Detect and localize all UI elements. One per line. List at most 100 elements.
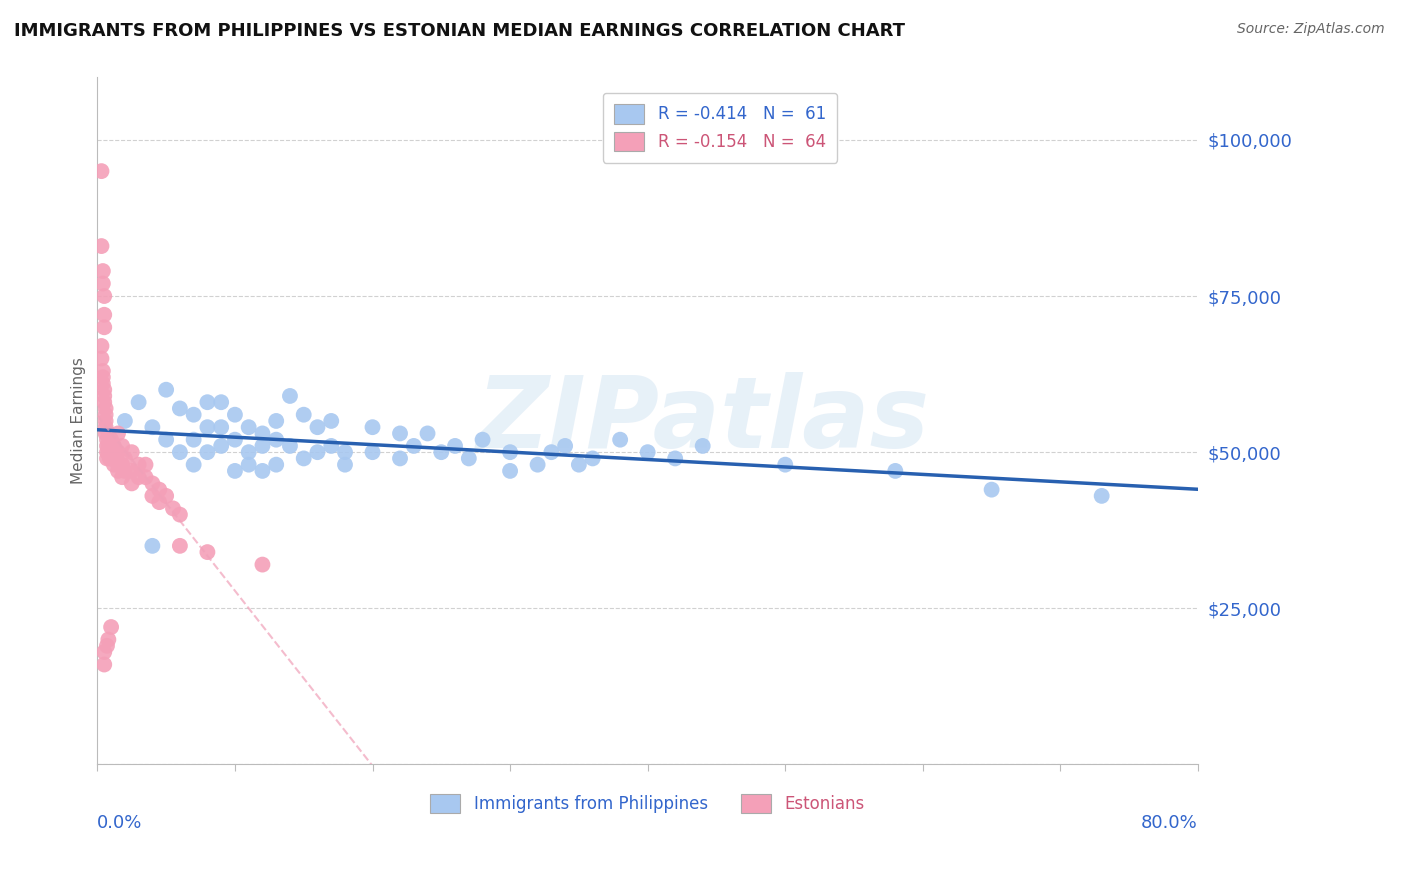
Point [141,476,163,491]
Point [278,389,301,403]
Legend: Immigrants from Philippines, Estonians: Immigrants from Philippines, Estonians [419,782,876,825]
Point [107,426,129,441]
Point [540,445,562,459]
Point [264,458,287,472]
Point [111,470,134,484]
Point [94,408,117,422]
Point [169,401,191,416]
Point [526,458,548,472]
Point [499,464,522,478]
Point [224,464,246,478]
Point [93,657,115,672]
Point [197,395,219,409]
Point [169,508,191,522]
Point [430,445,453,459]
Y-axis label: Median Earnings: Median Earnings [72,358,86,484]
Point [94,420,117,434]
Text: ZIPatlas: ZIPatlas [477,373,929,469]
Point [141,489,163,503]
Point [197,420,219,434]
Point [114,414,136,428]
Point [238,458,260,472]
Point [884,464,907,478]
Point [637,445,659,459]
Point [471,433,494,447]
Point [499,445,522,459]
Point [307,420,329,434]
Point [121,464,143,478]
Point [252,426,274,441]
Point [568,458,591,472]
Point [333,445,356,459]
Point [554,439,576,453]
Point [361,420,384,434]
Point [91,364,114,378]
Point [114,464,136,478]
Point [416,426,439,441]
Point [93,395,115,409]
Text: IMMIGRANTS FROM PHILIPPINES VS ESTONIAN MEDIAN EARNINGS CORRELATION CHART: IMMIGRANTS FROM PHILIPPINES VS ESTONIAN … [14,22,905,40]
Point [183,408,205,422]
Point [98,451,121,466]
Point [100,445,122,459]
Point [321,439,343,453]
Point [692,439,714,453]
Point [155,489,177,503]
Point [107,458,129,472]
Point [582,451,605,466]
Point [134,470,156,484]
Point [333,458,356,472]
Point [91,370,114,384]
Point [389,426,412,441]
Point [97,632,120,647]
Point [90,339,112,353]
Point [162,501,184,516]
Point [402,439,425,453]
Text: 80.0%: 80.0% [1142,814,1198,832]
Point [93,308,115,322]
Text: 0.0%: 0.0% [97,814,143,832]
Point [361,445,384,459]
Point [97,445,120,459]
Point [96,451,118,466]
Point [103,458,125,472]
Point [93,389,115,403]
Point [1091,489,1114,503]
Point [197,445,219,459]
Point [252,439,274,453]
Point [97,439,120,453]
Point [169,539,191,553]
Point [96,433,118,447]
Point [93,289,115,303]
Point [238,445,260,459]
Point [111,458,134,472]
Point [96,439,118,453]
Point [980,483,1002,497]
Point [100,451,122,466]
Point [264,433,287,447]
Point [155,433,177,447]
Point [121,476,143,491]
Point [773,458,796,472]
Point [107,445,129,459]
Point [292,408,315,422]
Point [148,495,170,509]
Point [664,451,686,466]
Point [90,164,112,178]
Point [94,426,117,441]
Point [252,558,274,572]
Point [278,439,301,453]
Point [169,445,191,459]
Point [148,483,170,497]
Point [209,439,232,453]
Point [128,395,150,409]
Point [307,445,329,459]
Point [100,620,122,634]
Point [111,439,134,453]
Point [97,426,120,441]
Point [209,395,232,409]
Point [96,639,118,653]
Point [91,277,114,291]
Point [238,420,260,434]
Point [224,433,246,447]
